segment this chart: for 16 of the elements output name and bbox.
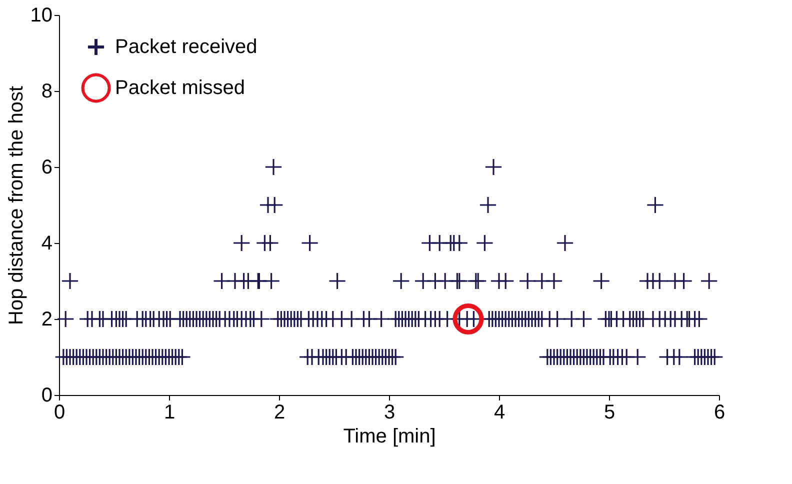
x-tick-label: 3 [384, 402, 396, 424]
legend-label: Packet missed [115, 77, 246, 99]
y-tick-label: 4 [41, 232, 52, 254]
legend-label: Packet received [115, 36, 258, 58]
x-tick-label: 1 [164, 402, 176, 424]
y-tick-label: 0 [41, 384, 52, 406]
y-tick-label: 6 [41, 156, 52, 178]
x-tick-label: 4 [494, 402, 506, 424]
x-tick-label: 6 [714, 402, 726, 424]
x-axis-title: Time [min] [343, 426, 436, 448]
y-axis-title: Hop distance from the host [5, 86, 28, 326]
y-tick-label: 8 [41, 80, 52, 102]
x-tick-label: 5 [604, 402, 616, 424]
y-tick-label: 2 [41, 308, 52, 330]
y-tick-label: 10 [30, 4, 52, 26]
x-tick-label: 2 [274, 402, 286, 424]
